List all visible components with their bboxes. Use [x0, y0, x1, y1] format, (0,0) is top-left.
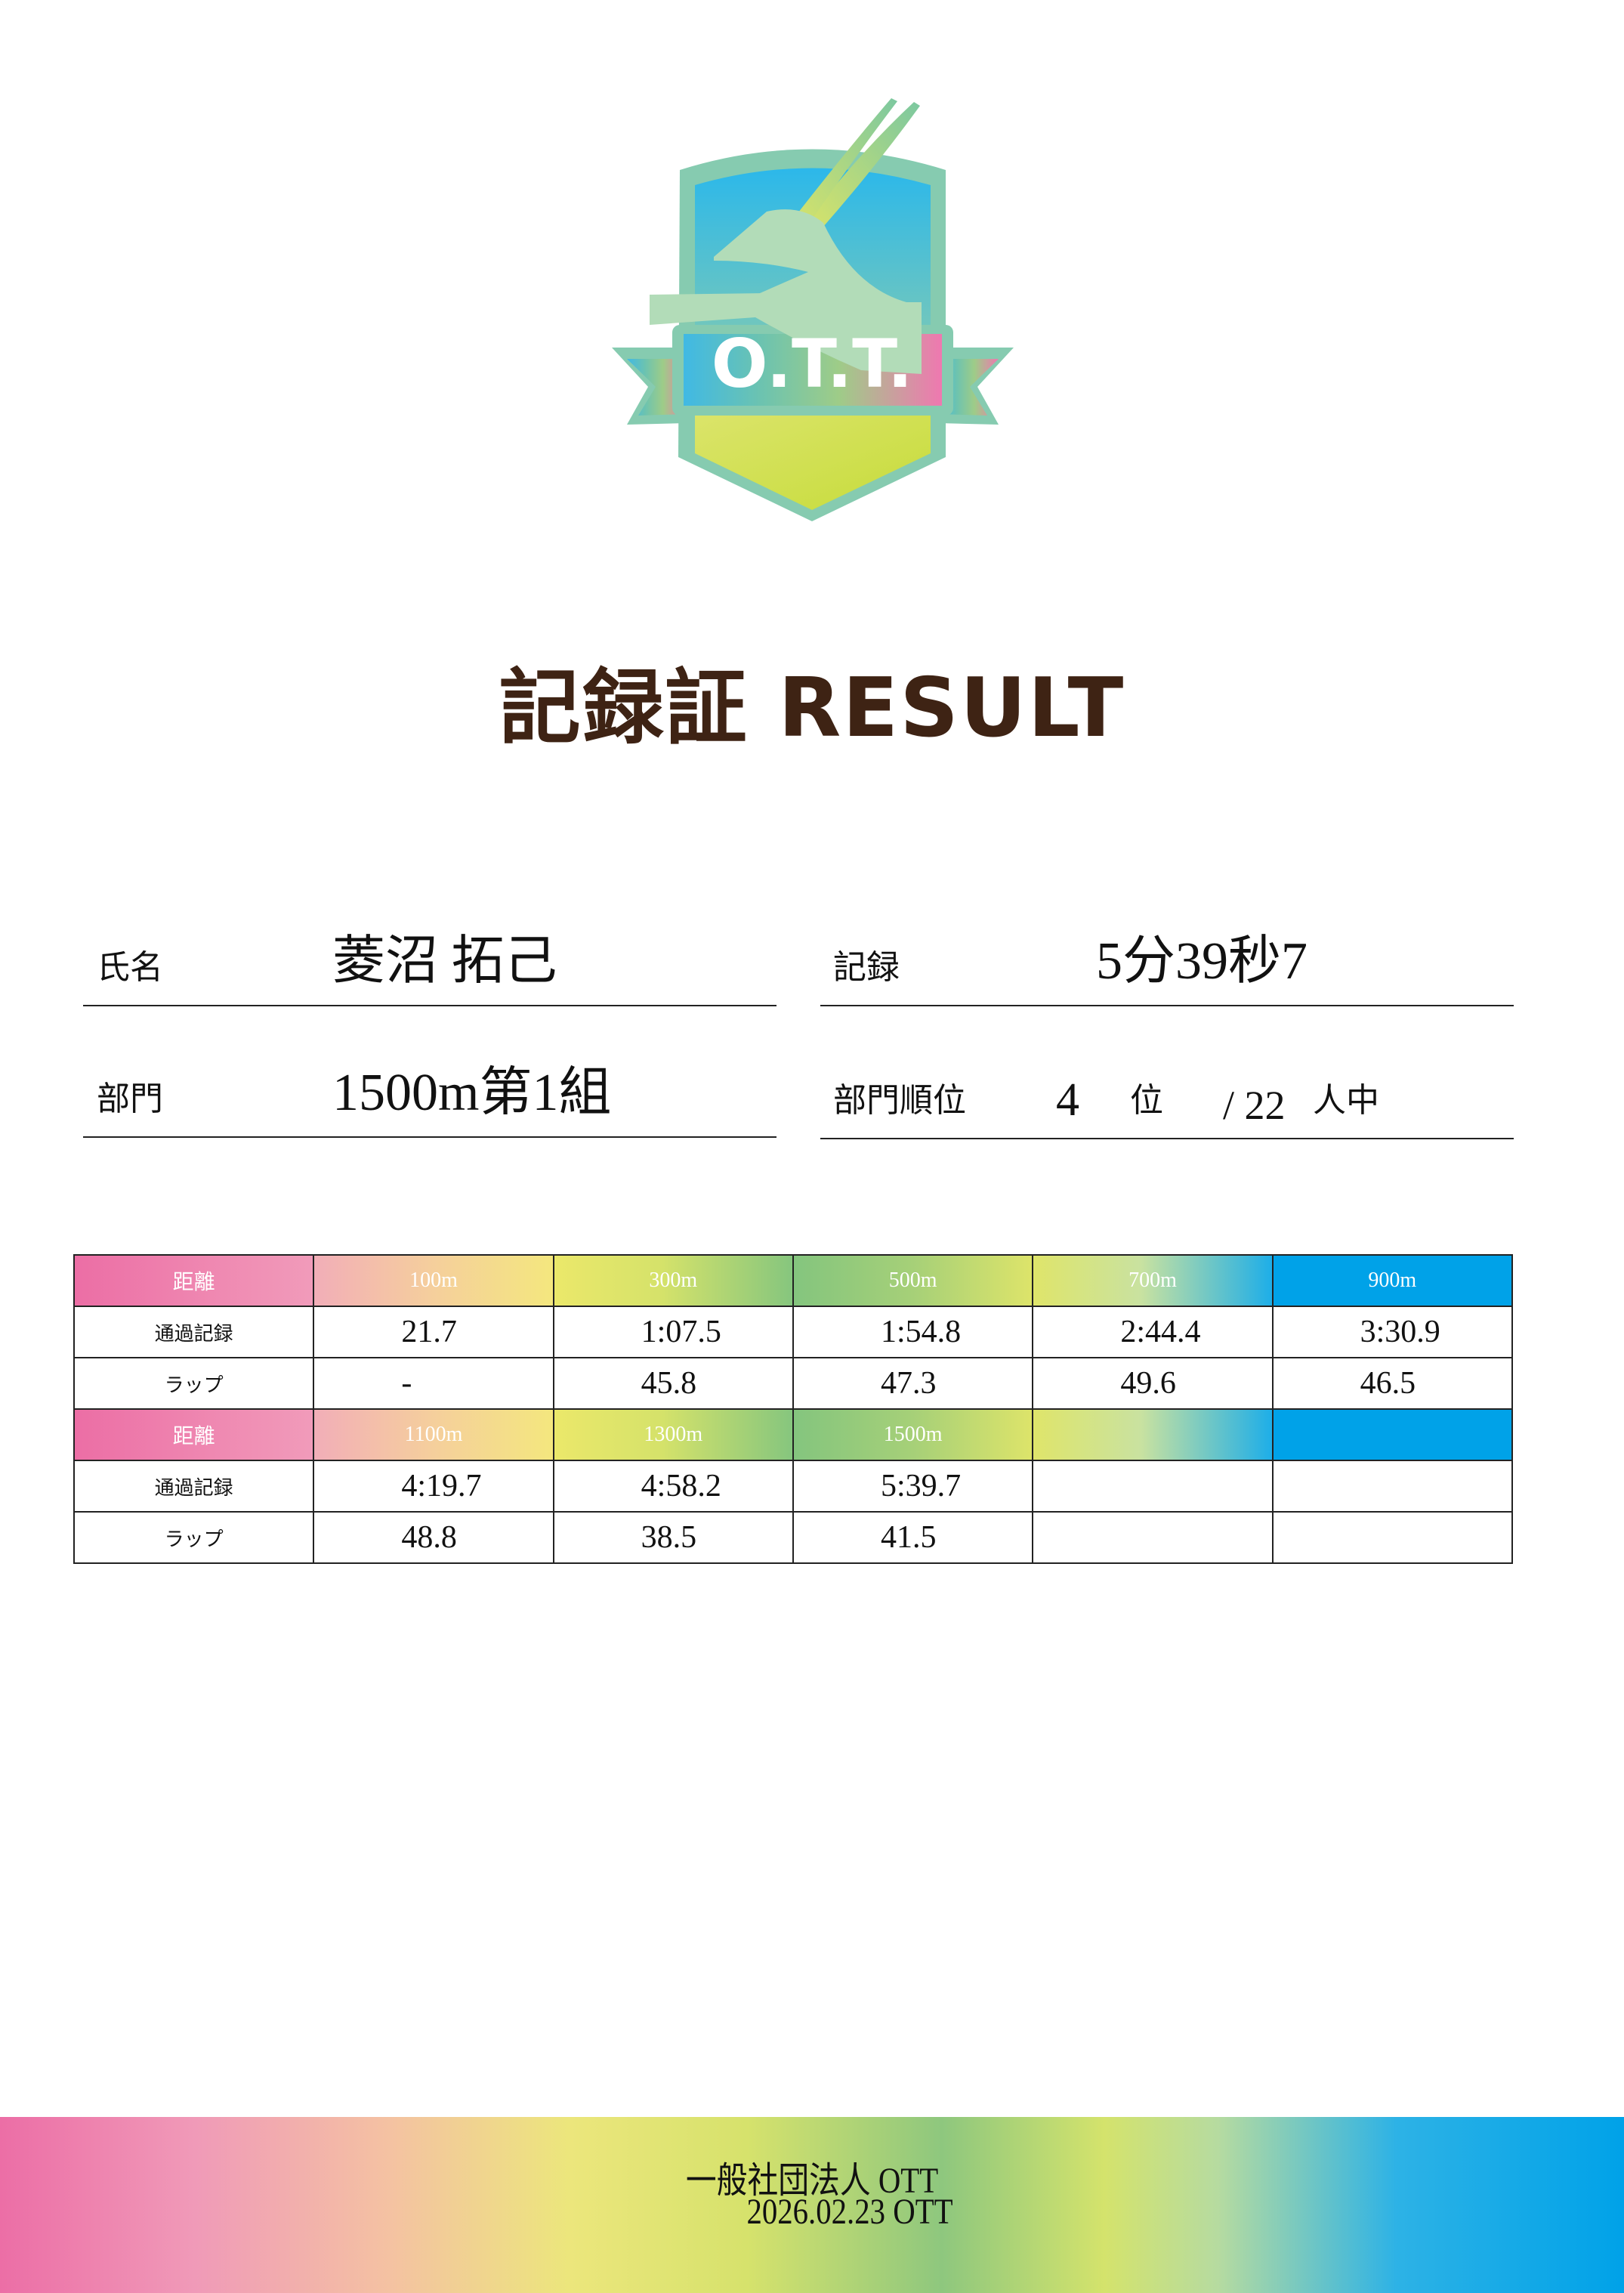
- passing-time-cell: 3:30.9: [1271, 1306, 1514, 1358]
- distance-cell: [1032, 1408, 1274, 1461]
- passing-time-cell: 1:07.5: [552, 1306, 794, 1358]
- rank-field: 部門順位 4 位 / 22 人中: [820, 1047, 1514, 1139]
- rank-unit: 位: [1130, 1082, 1163, 1119]
- passing-time-cell: 4:58.2: [552, 1460, 794, 1513]
- lap-time-cell: 49.6: [1032, 1357, 1274, 1410]
- lap-time-cell: 46.5: [1271, 1357, 1514, 1410]
- split-table: 距離 100m 300m 500m 700m 900m 通過記録 21.7 1:07.5 1:54…: [73, 1254, 1514, 1564]
- distance-cell: [1271, 1408, 1514, 1461]
- passing-time-cell: 4:19.7: [313, 1460, 554, 1513]
- passing-time-cell: [1271, 1460, 1514, 1513]
- record-field: 記録 5分39秒7: [820, 914, 1514, 1006]
- lap-time-cell: 48.8: [313, 1511, 554, 1564]
- ott-logo: O.T.T.: [604, 98, 1021, 533]
- footer-date: 2026.02.23 OTT: [746, 2192, 953, 2232]
- lap-time-cell: [1032, 1511, 1274, 1564]
- distance-cell: 1100m: [313, 1408, 554, 1461]
- passing-time-cell: 5:39.7: [792, 1460, 1034, 1513]
- distance-cell: 1500m: [792, 1408, 1034, 1461]
- passing-time-cell: 1:54.8: [792, 1306, 1034, 1358]
- lap-time-cell: 38.5: [552, 1511, 794, 1564]
- row-label: 距離: [73, 1254, 315, 1307]
- record-label: 記録: [833, 949, 900, 986]
- lap-time-cell: 47.3: [792, 1357, 1034, 1410]
- distance-cell: 1300m: [552, 1408, 794, 1461]
- passing-time-cell: 21.7: [313, 1306, 554, 1358]
- row-label: ラップ: [73, 1511, 315, 1564]
- lap-time-cell: [1271, 1511, 1514, 1564]
- rank-total-unit: 人中: [1313, 1082, 1379, 1119]
- lap-row: ラップ 48.8 38.5 41.5: [73, 1511, 1514, 1564]
- page-title: 記録証 RESULT: [499, 661, 1125, 756]
- distance-cell: 100m: [313, 1254, 554, 1307]
- row-label: 通過記録: [73, 1460, 315, 1513]
- name-label: 氏名: [97, 949, 163, 986]
- footer-band: 一般社団法人 OTT 2026.02.23 OTT: [0, 2117, 1624, 2293]
- distance-row: 距離 100m 300m 500m 700m 900m: [73, 1254, 1514, 1307]
- distance-cell: 900m: [1271, 1254, 1514, 1307]
- footer-org: 一般社団法人 OTT: [685, 2161, 939, 2201]
- distance-row: 距離 1100m 1300m 1500m: [73, 1408, 1514, 1461]
- logo-text: O.T.T.: [712, 325, 913, 403]
- rank-total: / 22: [1223, 1083, 1286, 1128]
- passing-row: 通過記録 4:19.7 4:58.2 5:39.7: [73, 1460, 1514, 1513]
- lap-time-cell: 41.5: [792, 1511, 1034, 1564]
- lap-time-cell: 45.8: [552, 1357, 794, 1410]
- rank-label: 部門順位: [833, 1082, 966, 1119]
- row-label: ラップ: [73, 1357, 315, 1410]
- rank-value: 4: [1056, 1074, 1079, 1126]
- row-label: 通過記録: [73, 1306, 315, 1358]
- division-field: 部門 1500m第1組: [83, 1046, 776, 1138]
- lap-time-cell: -: [313, 1357, 554, 1410]
- distance-cell: 700m: [1032, 1254, 1274, 1307]
- name-field: 氏名 菱沼 拓己: [83, 914, 776, 1006]
- division-value: 1500m第1組: [332, 1064, 612, 1122]
- passing-row: 通過記録 21.7 1:07.5 1:54.8 2:44.4 3:30.9: [73, 1306, 1514, 1358]
- lap-row: ラップ -45.8 47.3 49.6 46.5: [73, 1357, 1514, 1410]
- row-label: 距離: [73, 1408, 315, 1461]
- record-value: 5分39秒7: [1096, 932, 1308, 990]
- name-value: 菱沼 拓己: [332, 932, 557, 990]
- passing-time-cell: [1032, 1460, 1274, 1513]
- distance-cell: 500m: [792, 1254, 1034, 1307]
- distance-cell: 300m: [552, 1254, 794, 1307]
- passing-time-cell: 2:44.4: [1032, 1306, 1274, 1358]
- division-label: 部門: [97, 1080, 163, 1117]
